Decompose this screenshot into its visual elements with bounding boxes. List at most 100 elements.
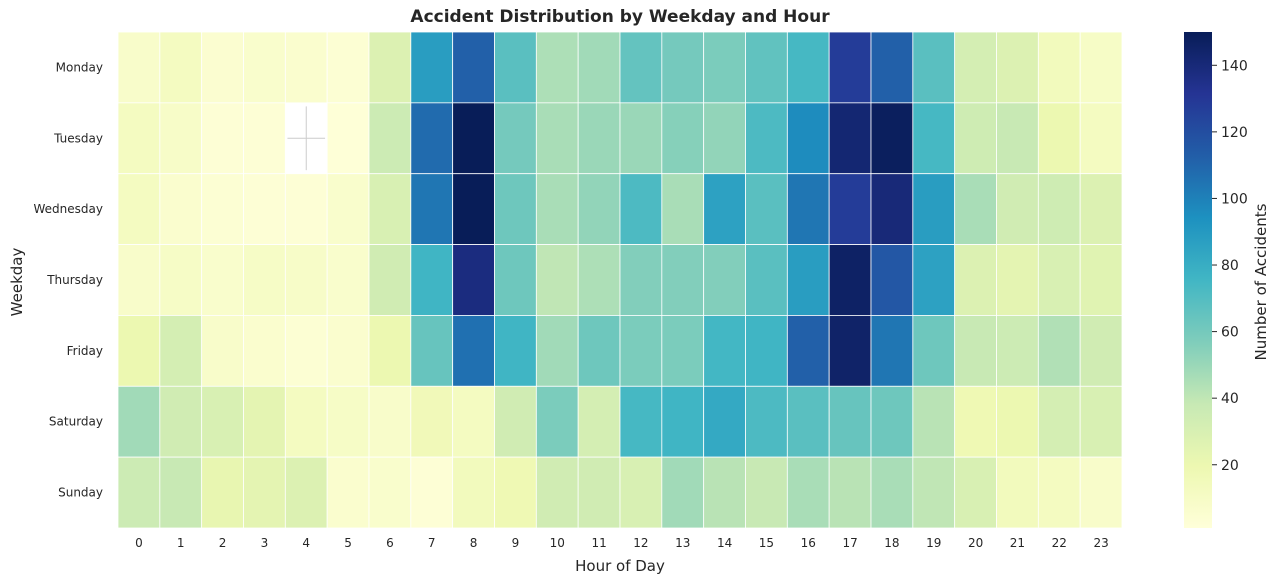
heatmap-cell-wednesday-3 (243, 173, 286, 245)
y-tick-label: Thursday (46, 273, 103, 287)
heatmap-cell-saturday-21 (996, 385, 1039, 458)
heatmap-cell-saturday-3 (243, 385, 286, 458)
heatmap-cell-friday-22 (1037, 315, 1081, 387)
heatmap-cell-monday-12 (619, 31, 663, 104)
heatmap-cell-friday-8 (452, 315, 495, 387)
heatmap-cell-monday-22 (1037, 31, 1081, 104)
heatmap-cell-monday-8 (452, 31, 495, 104)
heatmap-cell-tuesday-17 (828, 102, 872, 175)
y-tick-label: Friday (67, 344, 103, 358)
x-axis-title: Hour of Day (575, 557, 665, 575)
heatmap-cell-thursday-23 (1079, 244, 1123, 316)
heatmap-cell-tuesday-3 (243, 102, 286, 175)
heatmap-cell-thursday-13 (661, 244, 705, 316)
heatmap-cell-tuesday-10 (535, 102, 579, 175)
heatmap-cell-tuesday-15 (745, 102, 788, 175)
heatmap-cell-sunday-11 (577, 456, 621, 529)
heatmap-cell-sunday-1 (159, 456, 203, 529)
heatmap-cell-wednesday-8 (452, 173, 495, 245)
heatmap-cell-monday-2 (201, 31, 244, 104)
heatmap-cell-wednesday-18 (870, 173, 914, 245)
heatmap-cell-wednesday-6 (368, 173, 412, 245)
colorbar-title: Number of Accidents (1252, 203, 1270, 360)
heatmap-cell-sunday-5 (326, 456, 370, 529)
heatmap-cell-saturday-17 (828, 385, 872, 458)
heatmap-cell-friday-18 (870, 315, 914, 387)
heatmap-cell-wednesday-17 (828, 173, 872, 245)
x-tick-label: 15 (759, 536, 774, 550)
heatmap-cell-wednesday-0 (117, 173, 161, 245)
x-tick-label: 9 (512, 536, 520, 550)
heatmap-cell-sunday-16 (786, 456, 830, 529)
colorbar-tick-label: 120 (1221, 125, 1248, 141)
heatmap-cell-monday-14 (703, 31, 746, 104)
heatmap-cell-wednesday-15 (745, 173, 788, 245)
heatmap-cell-saturday-18 (870, 385, 914, 458)
heatmap-cell-tuesday-19 (912, 102, 956, 175)
heatmap-cell-friday-19 (912, 315, 956, 387)
heatmap-cell-wednesday-1 (159, 173, 203, 245)
heatmap-cell-friday-6 (368, 315, 412, 387)
colorbar-tick-label: 60 (1221, 325, 1239, 341)
heatmap-cell-wednesday-12 (619, 173, 663, 245)
heatmap-cell-thursday-19 (912, 244, 956, 316)
heatmap-cell-sunday-18 (870, 456, 914, 529)
x-tick-label: 3 (261, 536, 269, 550)
heatmap-cell-thursday-2 (201, 244, 244, 316)
heatmap-cell-monday-13 (661, 31, 705, 104)
colorbar-tick-label: 20 (1221, 458, 1239, 474)
y-axis-title: Weekday (8, 248, 26, 317)
heatmap-cell-sunday-7 (410, 456, 454, 529)
colorbar-tick-label: 40 (1221, 391, 1239, 407)
x-tick-label: 13 (675, 536, 690, 550)
x-tick-label: 14 (717, 536, 732, 550)
heatmap-cell-monday-7 (410, 31, 454, 104)
heatmap-cell-friday-21 (996, 315, 1039, 387)
heatmap-cell-sunday-8 (452, 456, 495, 529)
heatmap-cell-saturday-7 (410, 385, 454, 458)
x-tick-label: 7 (428, 536, 436, 550)
heatmap-cell-friday-14 (703, 315, 746, 387)
heatmap-cell-saturday-12 (619, 385, 663, 458)
heatmap-cell-wednesday-11 (577, 173, 621, 245)
heatmap-cell-sunday-20 (954, 456, 997, 529)
x-tick-label: 2 (219, 536, 227, 550)
colorbar-gradient (1184, 32, 1212, 528)
colorbar-tick-label: 80 (1221, 258, 1239, 274)
x-tick-label: 17 (842, 536, 857, 550)
heatmap-cell-monday-4 (284, 31, 328, 104)
heatmap-cell-tuesday-11 (577, 102, 621, 175)
heatmap-cell-tuesday-14 (703, 102, 746, 175)
x-tick-label: 12 (633, 536, 648, 550)
heatmap-cell-wednesday-16 (786, 173, 830, 245)
heatmap-cell-tuesday-12 (619, 102, 663, 175)
x-tick-label: 16 (801, 536, 816, 550)
heatmap-cell-wednesday-13 (661, 173, 705, 245)
x-tick-label: 23 (1093, 536, 1108, 550)
heatmap-cell-monday-15 (745, 31, 788, 104)
heatmap-cell-sunday-2 (201, 456, 244, 529)
heatmap-cell-friday-4 (284, 315, 328, 387)
y-tick-label: Sunday (58, 486, 103, 500)
heatmap-cell-friday-3 (243, 315, 286, 387)
heatmap-cell-saturday-16 (786, 385, 830, 458)
heatmap-cell-tuesday-21 (996, 102, 1039, 175)
x-tick-label: 22 (1052, 536, 1067, 550)
heatmap-cell-tuesday-18 (870, 102, 914, 175)
heatmap-cell-wednesday-2 (201, 173, 244, 245)
heatmap-cell-tuesday-9 (494, 102, 537, 175)
heatmap-cell-thursday-22 (1037, 244, 1081, 316)
x-tick-label: 0 (135, 536, 143, 550)
x-tick-label: 4 (302, 536, 310, 550)
heatmap-cell-thursday-6 (368, 244, 412, 316)
heatmap-cell-thursday-8 (452, 244, 495, 316)
x-tick-label: 1 (177, 536, 185, 550)
colorbar-ticks: 20 40 60 80 100 120 140 (1212, 58, 1248, 474)
chart-title: Accident Distribution by Weekday and Hou… (410, 7, 830, 27)
heatmap-cell-sunday-14 (703, 456, 746, 529)
heatmap-cell-wednesday-10 (535, 173, 579, 245)
heatmap-cell-tuesday-23 (1079, 102, 1123, 175)
heatmap-cell-monday-1 (159, 31, 203, 104)
heatmap-cell-wednesday-7 (410, 173, 454, 245)
